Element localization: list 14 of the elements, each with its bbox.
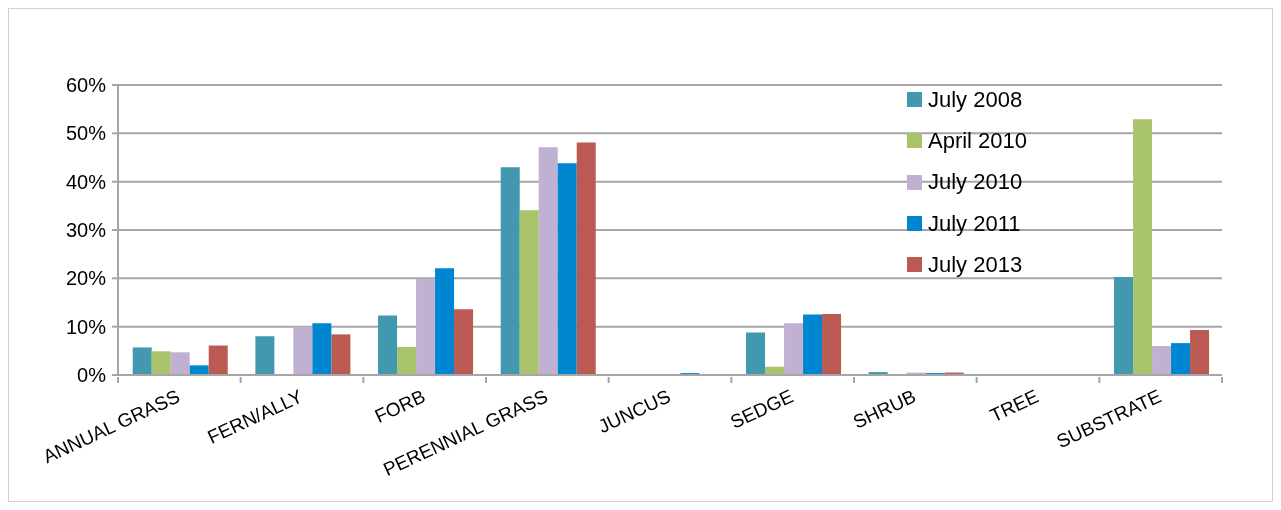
legend-label: April 2010 xyxy=(928,127,1028,154)
x-tick-label: TREE xyxy=(986,385,1042,427)
legend-label: July 2011 xyxy=(928,210,1021,237)
legend-label: July 2010 xyxy=(928,169,1023,196)
y-tick-label: 0% xyxy=(77,364,107,387)
legend-label: July 2013 xyxy=(928,251,1023,278)
y-tick-label: 60% xyxy=(65,74,107,97)
y-tick-label: 20% xyxy=(65,267,107,290)
y-tick-label: 50% xyxy=(65,122,107,145)
legend-label: July 2008 xyxy=(928,86,1023,113)
y-tick-label: 10% xyxy=(65,315,107,338)
y-tick-label: 30% xyxy=(65,219,107,242)
x-tick-label: FORB xyxy=(371,385,429,427)
y-tick-label: 40% xyxy=(65,170,107,193)
